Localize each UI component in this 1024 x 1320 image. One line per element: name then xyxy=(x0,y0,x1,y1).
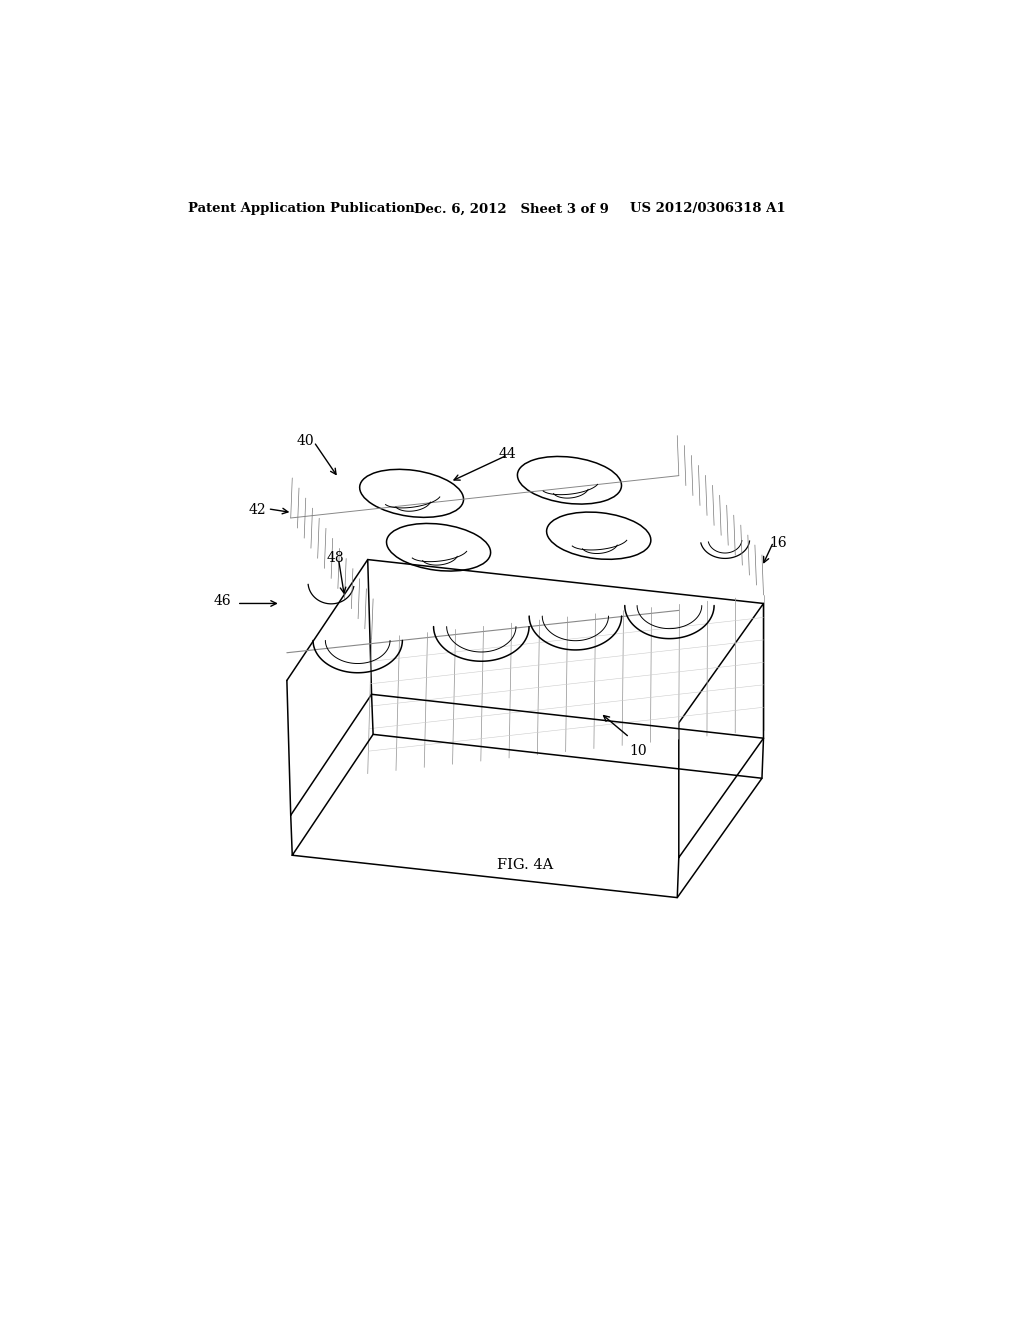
Text: US 2012/0306318 A1: US 2012/0306318 A1 xyxy=(630,202,785,215)
Text: 10: 10 xyxy=(630,743,647,758)
Text: 16: 16 xyxy=(770,536,787,549)
Text: 42: 42 xyxy=(249,503,266,517)
Text: 40: 40 xyxy=(296,434,313,447)
Text: FIG. 4A: FIG. 4A xyxy=(497,858,553,873)
Text: Patent Application Publication: Patent Application Publication xyxy=(188,202,415,215)
Text: 44: 44 xyxy=(499,447,516,461)
Text: 46: 46 xyxy=(214,594,231,609)
Text: Dec. 6, 2012   Sheet 3 of 9: Dec. 6, 2012 Sheet 3 of 9 xyxy=(414,202,609,215)
Text: 48: 48 xyxy=(327,552,344,565)
